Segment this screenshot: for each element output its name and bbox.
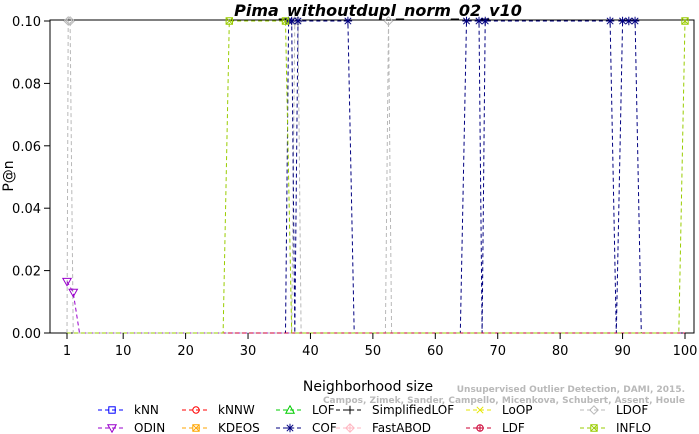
series-cof (67, 16, 685, 334)
data-point-cof (624, 16, 634, 26)
legend-marker (345, 423, 355, 433)
legend-label: LOF (312, 403, 335, 417)
y-tick-label: 0.00 (12, 327, 41, 342)
legend-label: ODIN (134, 421, 165, 434)
data-point-cof (481, 16, 490, 26)
legend: kNN kNNW LOF SimplifiedLOF LoOP LDOF ODIN KDEOS… (98, 403, 651, 434)
legend-label: INFLO (616, 421, 651, 434)
legend-marker (284, 404, 296, 414)
legend-marker (589, 405, 599, 415)
x-tick-label: 20 (177, 344, 194, 359)
x-tick-label: 30 (240, 344, 257, 359)
legend-label: FastABOD (372, 421, 431, 434)
x-tick-label: 80 (552, 344, 569, 359)
data-point-odin (61, 277, 73, 287)
legend-label: kNN (134, 403, 159, 417)
x-tick-label: 10 (115, 344, 132, 359)
x-tick-label: 40 (302, 344, 319, 359)
legend-item-simplifiedlof: SimplifiedLOF (336, 403, 454, 417)
legend-item-lof: LOF (276, 403, 335, 417)
legend-marker (106, 424, 118, 434)
series-ldof (63, 16, 685, 334)
data-point-cof (618, 16, 627, 26)
data-point-cof (462, 16, 471, 26)
plot-frame (49, 19, 695, 334)
legend-label: SimplifiedLOF (372, 403, 454, 417)
legend-label: COF (312, 421, 337, 434)
watermark-line-1: Unsupervised Outlier Detection, DAMI, 20… (457, 385, 685, 395)
series-odin (61, 277, 685, 334)
data-point-cof (474, 16, 484, 26)
y-tick-label: 0.06 (12, 140, 41, 155)
x-axis-label: Neighborhood size (303, 379, 433, 395)
data-point-ldof (383, 16, 394, 26)
data-point-ldof (63, 16, 74, 26)
legend-item-ldof: LDOF (580, 403, 648, 417)
data-point-odin (68, 288, 79, 298)
legend-label: LDOF (616, 403, 648, 417)
legend-item-ldf: LDF (466, 421, 525, 434)
data-point-inflo (225, 17, 234, 25)
legend-marker (192, 406, 200, 414)
legend-label: LDF (502, 421, 525, 434)
data-point-ldof (65, 16, 76, 26)
data-point-cof (293, 16, 303, 26)
legend-item-inflo: INFLO (580, 421, 651, 434)
x-tick-label: 50 (365, 344, 382, 359)
y-axis-label: P@n (1, 160, 17, 191)
legend-marker (108, 406, 116, 414)
legend-marker (476, 406, 484, 414)
y-tick-label: 0.08 (12, 77, 41, 92)
y-tick-label: 0.02 (12, 265, 41, 280)
data-point-inflo (681, 17, 689, 25)
legend-item-knn: kNN (98, 403, 159, 417)
data-point-inflo (281, 17, 290, 25)
series-inflo (67, 17, 689, 334)
x-tick-label: 60 (427, 344, 444, 359)
legend-marker (285, 423, 295, 433)
legend-label: kNNW (218, 403, 255, 417)
legend-marker (590, 424, 598, 432)
watermark-line-2: Campos, Zimek, Sander, Campello, Micenko… (323, 396, 685, 406)
x-tick-label: 1 (63, 344, 71, 359)
legend-marker (345, 405, 355, 415)
legend-item-fastabod: FastABOD (336, 421, 431, 434)
legend-item-odin: ODIN (98, 421, 165, 434)
legend-item-kdeos: KDEOS (182, 421, 260, 434)
data-point-cof (287, 16, 296, 26)
x-tick-label: 70 (489, 344, 506, 359)
legend-item-loop: LoOP (466, 403, 533, 417)
legend-label: LoOP (502, 403, 533, 417)
legend-item-knnw: kNNW (182, 403, 255, 417)
legend-marker (476, 424, 484, 432)
series-line-odin (66, 281, 685, 334)
legend-label: KDEOS (218, 421, 260, 434)
y-tick-label: 0.04 (12, 202, 41, 217)
y-axis: 0.00 0.02 0.04 0.06 0.08 0.10 (12, 15, 50, 342)
chart-title: Pima_withoutdupl_norm_02_v10 (234, 1, 522, 20)
legend-marker (192, 424, 200, 432)
series-layer (61, 16, 689, 334)
data-point-cof (343, 16, 353, 26)
series-line-ldof (66, 20, 685, 334)
x-axis: 1 10 20 30 40 50 60 70 80 90 100 (63, 333, 698, 359)
series-line-inflo (67, 20, 686, 334)
series-line-cof (67, 20, 685, 334)
y-tick-label: 0.10 (12, 15, 41, 30)
data-point-cof (605, 16, 615, 26)
x-tick-label: 90 (614, 344, 631, 359)
x-tick-label: 100 (673, 344, 698, 359)
data-point-cof (630, 16, 640, 26)
legend-item-cof: COF (276, 421, 337, 434)
